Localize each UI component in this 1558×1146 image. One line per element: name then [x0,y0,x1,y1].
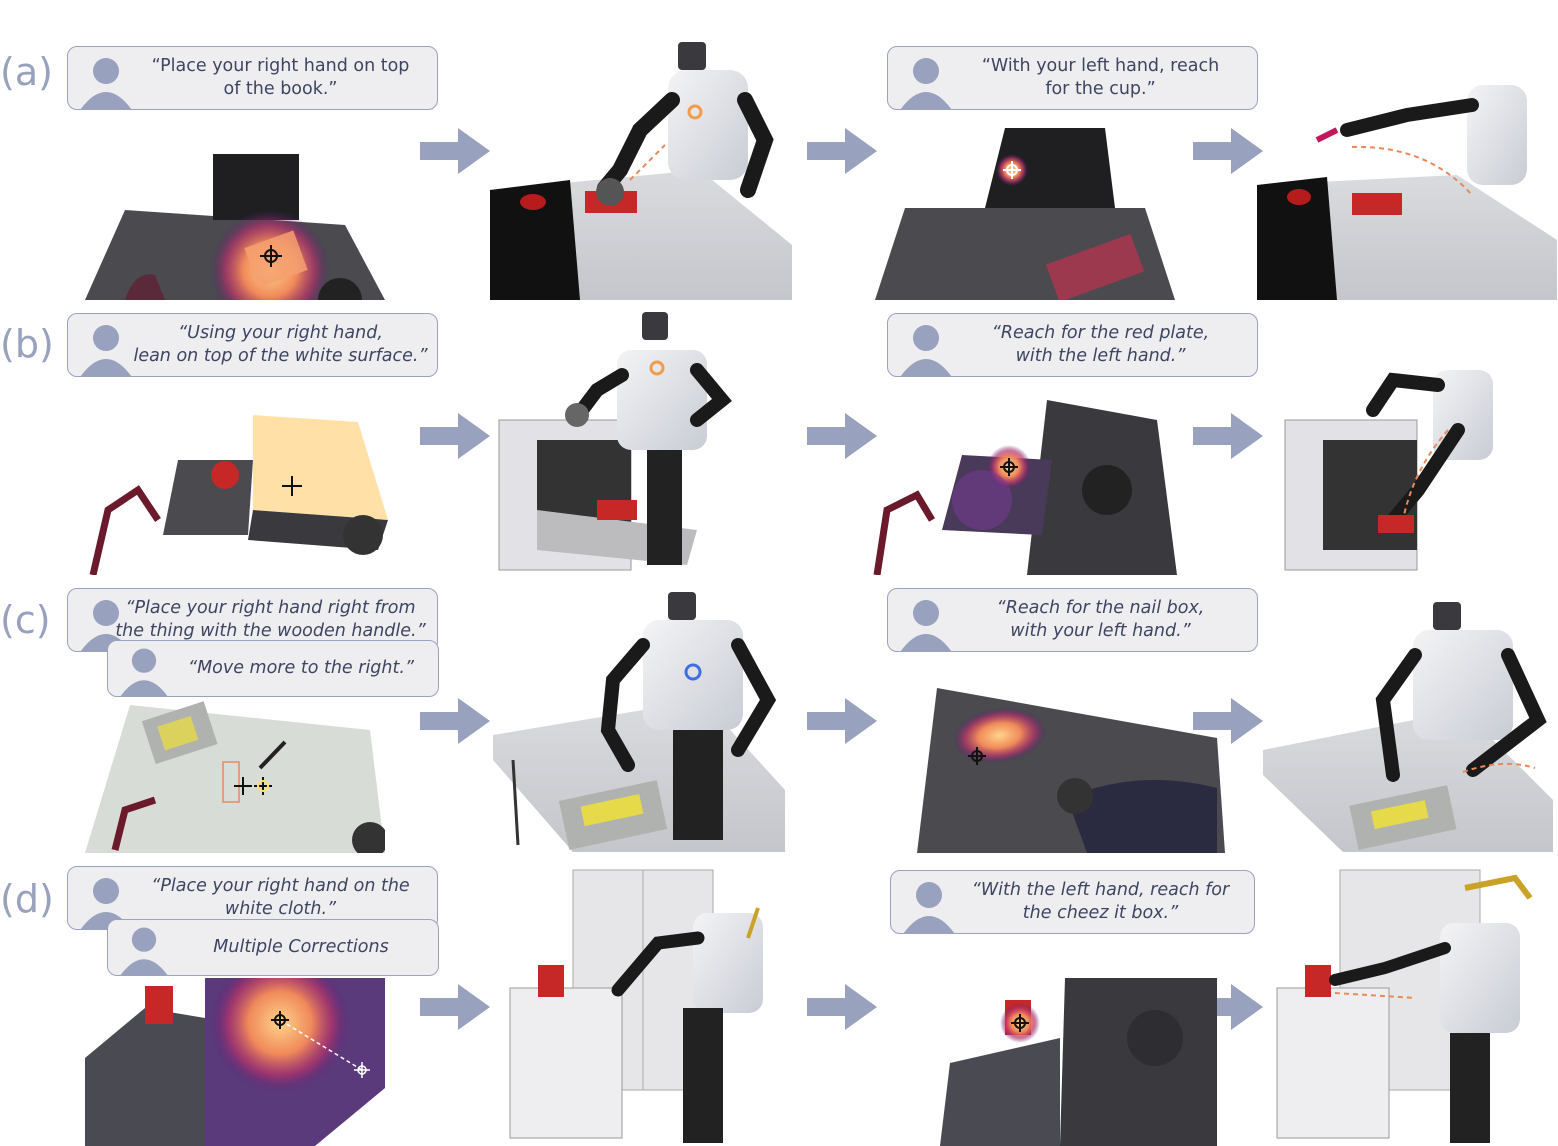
row-label-d: (d) [0,877,54,921]
crosshair-target-icon [1000,458,1018,476]
heatmap-view-c3 [917,688,1225,853]
crosshair-target-icon [968,747,986,765]
person-avatar-icon [900,58,952,109]
right-arrow-icon [420,128,490,174]
right-arrow-icon [807,984,877,1030]
robot-scene-d2 [509,869,763,1143]
crosshair-target-icon [1011,1014,1029,1032]
crosshair-target-icon [1003,161,1021,179]
person-avatar-icon [80,58,132,109]
robot-scene-a4 [1257,85,1557,300]
person-avatar-icon [80,325,132,376]
row-label-a: (a) [0,50,53,94]
crosshair-target-icon [234,777,252,795]
prompt-bubble-d-left: “With the left hand, reach for the cheez… [890,870,1255,934]
prompt-text: “Place your right hand on the white clot… [151,876,410,919]
heatmap-view-d1 [85,978,385,1146]
crosshair-target-icon [254,777,272,795]
correction-bubble-d: Multiple Corrections [107,919,439,976]
person-avatar-icon [900,325,952,376]
prompt-text: “Place your right hand on top of the boo… [151,56,410,99]
right-arrow-icon [1193,698,1263,744]
prompt-bubble-b-right: “Using your right hand, lean on top of t… [67,313,438,377]
prompt-text: “With your left hand, reach for the cup.… [981,56,1220,99]
right-arrow-icon [807,698,877,744]
heatmap-view-a1 [85,154,385,300]
right-arrow-icon [420,413,490,459]
prompt-text: “Place your right hand right from the th… [115,598,426,641]
prompt-text: “Reach for the nail box, with your left … [996,598,1205,641]
robot-scene-b4 [1284,370,1493,571]
prompt-bubble-c-right: “Place your right hand right from the th… [67,588,438,652]
correction-text: “Move more to the right.” [188,658,414,678]
heatmap-view-d3 [940,978,1217,1146]
correction-text: Multiple Corrections [213,937,389,957]
prompt-bubble-a-right: “Place your right hand on top of the boo… [67,46,438,110]
prompt-text: “With the left hand, reach for the cheez… [971,880,1230,923]
crosshair-target-icon [271,1011,289,1029]
correction-bubble-c: “Move more to the right.” [107,640,439,697]
person-avatar-icon [120,927,168,975]
heatmap-view-a3 [875,128,1175,300]
heatmap-view-b3 [873,400,1177,575]
right-arrow-icon [1193,128,1263,174]
prompt-text: “Using your right hand, lean on top of t… [133,323,428,366]
prompt-bubble-c-left: “Reach for the nail box, with your left … [887,588,1258,652]
person-avatar-icon [80,600,132,651]
robot-scene-b2 [498,312,732,571]
right-arrow-icon [420,698,490,744]
person-avatar-icon [900,600,952,651]
heatmap-view-c1 [85,701,385,853]
prompt-text: “Reach for the red plate, with the left … [991,323,1210,366]
crosshair-target-icon [282,476,302,496]
prompt-bubble-b-left: “Reach for the red plate, with the left … [887,313,1258,377]
right-arrow-icon [807,128,877,174]
robot-scene-a2 [490,42,792,300]
right-arrow-icon [1193,984,1263,1030]
row-label-c: (c) [0,598,51,642]
robot-scene-c2 [493,592,785,852]
crosshair-target-icon [354,1062,370,1078]
right-arrow-icon [420,984,490,1030]
right-arrow-icon [807,413,877,459]
person-avatar-icon [120,648,168,696]
heatmap-view-b1 [89,415,388,575]
crosshair-target-icon [260,245,282,267]
prompt-bubble-a-left: “With your left hand, reach for the cup.… [887,46,1258,110]
person-avatar-icon [903,882,955,933]
right-arrow-icon [1193,413,1263,459]
robot-scene-c4 [1263,602,1553,852]
robot-scene-d4 [1276,869,1533,1143]
row-label-b: (b) [0,322,54,366]
